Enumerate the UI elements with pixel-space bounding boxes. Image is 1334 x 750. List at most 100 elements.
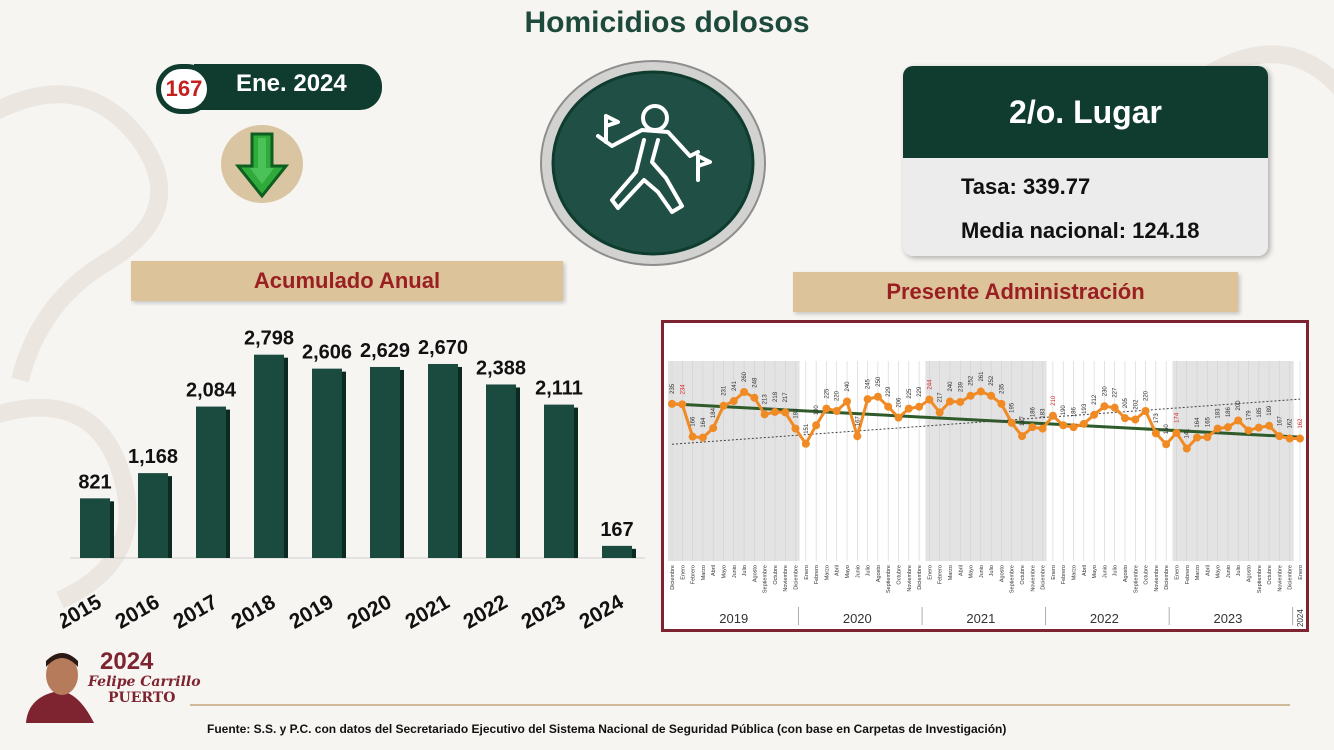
- series-point: [1265, 421, 1274, 430]
- month-label: Mayo: [1216, 565, 1222, 578]
- series-point: [1100, 402, 1109, 411]
- series-point: [709, 424, 718, 433]
- bar-value-label: 2,606: [302, 342, 352, 364]
- point-value-label: 185: [1257, 407, 1263, 418]
- rank-card: 2/o. Lugar Tasa: 339.77 Media nacional: …: [903, 66, 1268, 256]
- month-count-badge: 167: [156, 64, 212, 114]
- logo-place: PUERTO: [108, 690, 176, 706]
- point-value-label: 230: [1102, 386, 1108, 397]
- series-point: [904, 404, 913, 413]
- bar-category-label: 2018: [228, 590, 280, 630]
- series-point: [843, 397, 852, 406]
- year-label: 2019: [719, 611, 748, 626]
- bar-shadow-2016: [168, 476, 172, 558]
- month-label: Abril: [1082, 565, 1088, 576]
- point-value-label: 173: [1154, 413, 1160, 424]
- month-label: Septiembre: [1257, 565, 1263, 593]
- bar-value-label: 1,168: [128, 446, 178, 468]
- series-point: [678, 400, 687, 409]
- bar-category-label: 2020: [344, 590, 396, 630]
- month-label: Julio: [742, 565, 748, 576]
- point-value-label: 218: [773, 391, 779, 402]
- annual-bar-chart: 821 2015 1,168 2016 2,084 2017 2,798 2018 2,606 2…: [60, 328, 645, 630]
- month-label: Enero: [680, 565, 686, 580]
- month-label: Mayo: [969, 565, 975, 578]
- point-value-label: 162: [1298, 418, 1304, 429]
- point-value-label: 141: [1185, 428, 1191, 439]
- point-value-label: 164: [1195, 417, 1201, 428]
- series-point: [1151, 429, 1160, 438]
- month-label: Septiembre: [1133, 565, 1139, 593]
- month-label: Marzo: [824, 565, 830, 580]
- month-label: Diciembre: [917, 565, 923, 590]
- month-label: Diciembre: [670, 565, 676, 590]
- bar-value-label: 2,629: [360, 340, 410, 362]
- point-value-label: 235: [999, 383, 1005, 394]
- series-point: [1285, 434, 1294, 443]
- point-value-label: 150: [1164, 424, 1170, 435]
- month-label: Octubre: [773, 565, 779, 585]
- series-point: [1172, 428, 1181, 437]
- month-label: Abril: [711, 565, 717, 576]
- series-point: [1131, 415, 1140, 424]
- series-point: [894, 413, 903, 422]
- month-label: Marzo: [1195, 565, 1201, 580]
- series-point: [1110, 403, 1119, 412]
- point-value-label: 245: [866, 378, 872, 389]
- month-label: Octubre: [896, 565, 902, 585]
- point-value-label: 183: [1216, 408, 1222, 419]
- month-label: Octubre: [1267, 565, 1273, 585]
- year-band: [1172, 361, 1294, 561]
- series-point: [740, 388, 749, 396]
- rank-place: 2/o. Lugar: [903, 66, 1268, 158]
- series-point: [1141, 407, 1150, 415]
- point-value-label: 239: [958, 381, 964, 392]
- point-value-label: 229: [886, 386, 892, 397]
- point-value-label: 200: [1236, 400, 1242, 411]
- admin-line-chart: 235 234 166 164 184 231 241 260 248 213 218 217 183 1…: [668, 361, 1305, 627]
- series-point: [987, 391, 996, 400]
- month-pill-bg: [194, 64, 382, 110]
- series-point: [1234, 416, 1243, 425]
- point-value-label: 231: [721, 385, 727, 396]
- year-band: [925, 361, 1047, 561]
- point-value-label: 167: [1020, 416, 1026, 427]
- month-label: Julio: [866, 565, 872, 576]
- bar-category-label: 2015: [60, 590, 106, 630]
- series-point: [966, 391, 975, 400]
- month-label: Agosto: [1247, 565, 1253, 582]
- series-point: [1069, 423, 1078, 432]
- series-point: [688, 432, 697, 441]
- series-point: [770, 407, 779, 416]
- point-value-label: 174: [1174, 412, 1180, 423]
- month-label: Enero: [1298, 565, 1304, 580]
- month-label: Mayo: [1092, 565, 1098, 578]
- month-label: Marzo: [1072, 565, 1078, 580]
- point-value-label: 241: [732, 380, 738, 391]
- point-value-label: 252: [969, 375, 975, 386]
- month-label: Agosto: [999, 565, 1005, 582]
- rank-tasa: Tasa: 339.77: [961, 174, 1091, 199]
- month-label: Junio: [732, 565, 738, 578]
- month-label: Enero: [1174, 565, 1180, 580]
- month-label: Septiembre: [763, 565, 769, 593]
- point-value-label: 235: [670, 383, 676, 394]
- month-label: Diciembre: [1288, 565, 1294, 590]
- bar-2017: [196, 406, 226, 558]
- point-value-label: 220: [835, 390, 841, 401]
- crime-scene-body-outline-icon: [540, 60, 766, 266]
- point-value-label: 217: [783, 392, 789, 403]
- bar-category-label: 2024: [576, 590, 628, 630]
- bar-category-label: 2016: [112, 590, 164, 630]
- month-label: Abril: [958, 565, 964, 576]
- month-label: Noviembre: [1154, 565, 1160, 592]
- month-label: Septiembre: [1010, 565, 1016, 593]
- month-label: Agosto: [752, 565, 758, 582]
- annual-section-header: Acumulado Anual: [131, 261, 563, 301]
- series-point: [1296, 434, 1304, 443]
- month-label: Noviembre: [1030, 565, 1036, 592]
- point-value-label: 166: [691, 416, 697, 427]
- point-value-label: 183: [794, 408, 800, 419]
- point-value-label: 151: [804, 423, 810, 434]
- series-point: [884, 402, 893, 411]
